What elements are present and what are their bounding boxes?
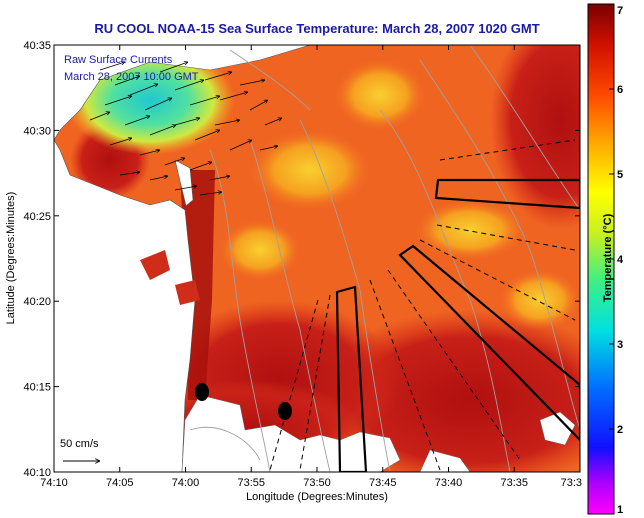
land <box>53 44 576 473</box>
colorbar-tick-label: 7 <box>617 5 623 17</box>
y-tick-label: 40:20 <box>23 296 51 308</box>
x-tick-label: 74:00 <box>172 477 200 489</box>
y-axis-label: Latitude (Degrees:Minutes) <box>5 192 17 325</box>
x-tick-label: 74:10 <box>40 477 68 489</box>
mooring-marker <box>195 383 209 401</box>
y-tick-label: 40:10 <box>23 467 51 479</box>
colorbar-ticks: 7 6 5 4 3 2 1 <box>609 3 624 516</box>
y-tick-label: 40:15 <box>23 382 51 394</box>
x-axis-label: Longitude (Degrees:Minutes) <box>246 491 388 503</box>
x-tick-label: 73:3 <box>561 477 582 489</box>
surface-current-vectors <box>89 62 282 196</box>
y-axis-tick-labels: 40:35 40:30 40:25 40:20 40:15 40:10 <box>23 40 51 479</box>
overlay-line-1: Raw Surface Currents <box>64 54 173 66</box>
map-title: RU COOL NOAA-15 Sea Surface Temperature:… <box>94 21 540 36</box>
radar-sector-lines <box>269 139 580 472</box>
colorbar-tick-label: 5 <box>617 169 623 181</box>
x-tick-label: 73:45 <box>369 477 397 489</box>
y-tick-label: 40:35 <box>23 40 51 52</box>
colorbar-title: Temperature (°C) <box>602 213 614 302</box>
colorbar-tick-label: 4 <box>617 254 624 266</box>
bathymetry-contours <box>189 45 580 472</box>
colorbar-tick-label: 3 <box>617 339 623 351</box>
x-tick-label: 73:35 <box>500 477 528 489</box>
y-tick-label: 40:30 <box>23 125 51 137</box>
mooring-marker <box>278 402 292 420</box>
colorbar-tick-label: 1 <box>617 504 623 516</box>
x-axis-ticks <box>53 45 581 472</box>
y-tick-label: 40:25 <box>23 211 51 223</box>
scale-label: 50 cm/s <box>60 438 99 450</box>
y-axis-ticks <box>54 44 580 473</box>
colorbar-tick-label: 6 <box>617 84 623 96</box>
x-tick-label: 73:40 <box>435 477 463 489</box>
x-tick-label: 74:05 <box>106 477 134 489</box>
overlay-line-2: March 28, 2007 10:00 GMT <box>64 71 199 83</box>
x-axis-tick-labels: 74:10 74:05 74:00 73:55 73:50 73:45 73:40 73:35… <box>40 477 582 489</box>
x-tick-label: 73:50 <box>303 477 331 489</box>
x-tick-label: 73:55 <box>237 477 265 489</box>
colorbar-tick-label: 2 <box>617 424 623 436</box>
